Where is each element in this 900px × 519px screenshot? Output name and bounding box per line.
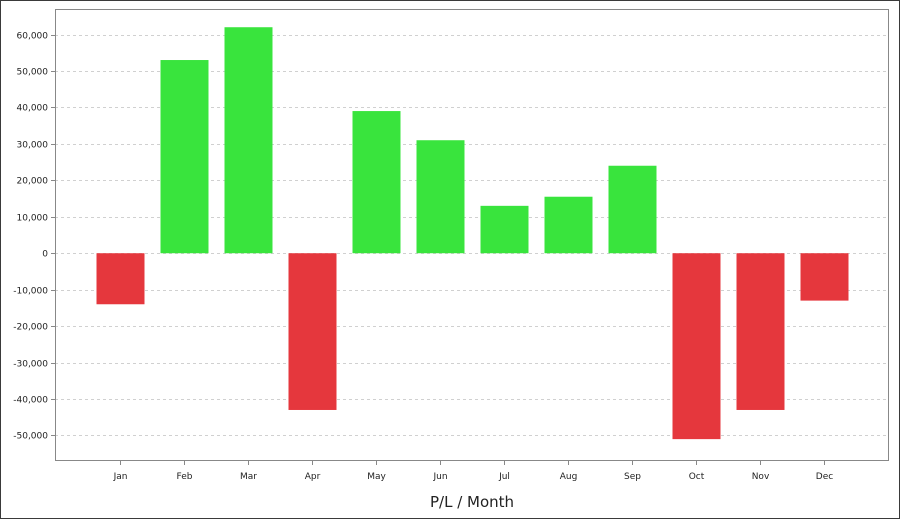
y-tick-labels: 60,000 50,000 40,000 30,000 20,000 10,000 0 -10… [13,32,48,442]
axes [51,9,889,465]
x-tick-label: Aug [560,472,578,482]
y-tick-label: 30,000 [17,141,49,151]
x-tick-label: Feb [177,472,193,482]
x-tick-label: Apr [305,472,321,482]
x-tick-label: Nov [752,472,770,482]
plot-border [55,9,889,461]
bar-dec [800,253,849,301]
y-tick-label: -30,000 [13,360,48,370]
y-tick-label: 0 [42,250,48,260]
x-axis-title: P/L / Month [430,493,514,511]
bar-nov [736,253,785,410]
bar-jan [96,253,145,305]
y-tick-label: -10,000 [13,287,48,297]
x-tick-labels: Jan Feb Mar Apr May Jun Jul Aug Sep Oct Nov Dec [113,472,834,482]
x-tick-label: Jun [432,472,447,482]
x-tick-label: Oct [689,472,705,482]
y-tick-label: -20,000 [13,323,48,333]
x-tick-label: May [367,472,386,482]
bar-mar [224,27,273,254]
bar-apr [288,253,337,410]
x-tick-label: Dec [816,472,833,482]
x-tick-label: Sep [624,472,641,482]
bar-sep [608,165,657,254]
y-tick-label: 20,000 [17,177,49,187]
y-tick-label: -40,000 [13,396,48,406]
x-tick-label: Mar [240,472,257,482]
bar-series [96,27,849,440]
bar-oct [672,253,721,440]
y-tick-label: 40,000 [17,104,49,114]
y-tick-label: 10,000 [17,214,49,224]
bar-aug [544,196,593,254]
x-tick-label: Jan [113,472,128,482]
y-tick-label: 60,000 [17,32,49,42]
bar-feb [160,60,209,254]
bar-jun [416,140,465,254]
x-tick-label: Jul [498,472,510,482]
y-tick-label: -50,000 [13,432,48,442]
y-tick-label: 50,000 [17,68,49,78]
bar-jul [480,205,529,254]
bar-may [352,111,401,254]
